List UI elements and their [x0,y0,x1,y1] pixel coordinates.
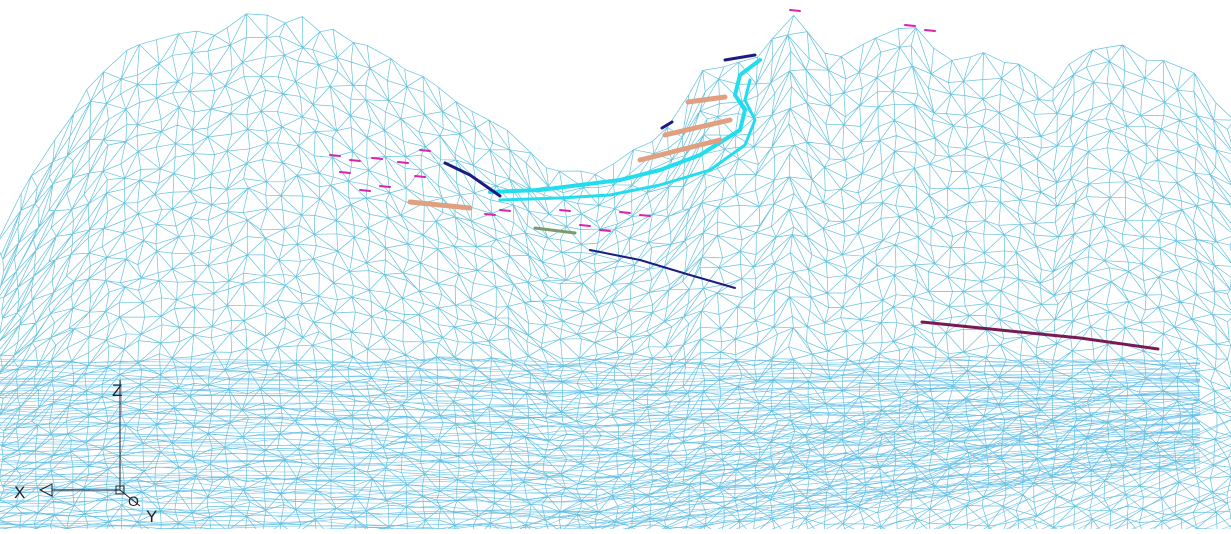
origin-box-icon [115,485,125,495]
navy-line-1 [443,161,502,198]
cyan-trace-1 [488,58,762,194]
magenta-tick-4 [419,149,431,152]
salmon-band-1 [637,137,723,163]
cyan-trace-2 [498,78,757,202]
magenta-tick-2 [371,157,383,160]
x-arrow-icon [38,483,53,497]
valley-mesh-lines [0,357,1231,534]
magenta-tick-6 [359,189,371,192]
survey-features [329,9,1160,351]
salmon-band-2 [662,117,733,138]
olive-segment [533,226,577,235]
magenta-tick-12 [639,214,651,217]
magenta-tick-16 [789,9,801,12]
magenta-tick-0 [329,154,341,157]
magenta-tick-9 [579,224,591,227]
origin-label: O [128,493,139,509]
magenta-tick-3 [397,161,409,164]
magenta-tick-10 [599,229,611,232]
valley-floor-mesh [0,357,1231,534]
salmon-band-4 [407,199,473,211]
magenta-tick-13 [559,209,571,212]
maroon-line [920,320,1160,351]
magenta-tick-5 [339,171,351,174]
x-axis-label: X [14,483,25,502]
magenta-tick-18 [924,29,936,32]
navy-line-2 [589,249,736,289]
magenta-tick-11 [619,211,631,214]
navy-line-4 [660,120,674,130]
salmon-band-3 [685,94,728,105]
ucs-axis-icon: Z X O Y [14,380,157,526]
magenta-tick-8 [414,175,426,178]
y-axis-label: Y [146,507,157,526]
magenta-tick-15 [484,213,496,216]
magenta-tick-17 [904,24,916,27]
magenta-tick-14 [499,209,511,212]
navy-line-3 [723,53,757,62]
y-axis-line [119,489,141,507]
z-axis-label: Z [112,381,122,400]
magenta-tick-7 [379,185,391,188]
magenta-tick-1 [349,159,361,162]
